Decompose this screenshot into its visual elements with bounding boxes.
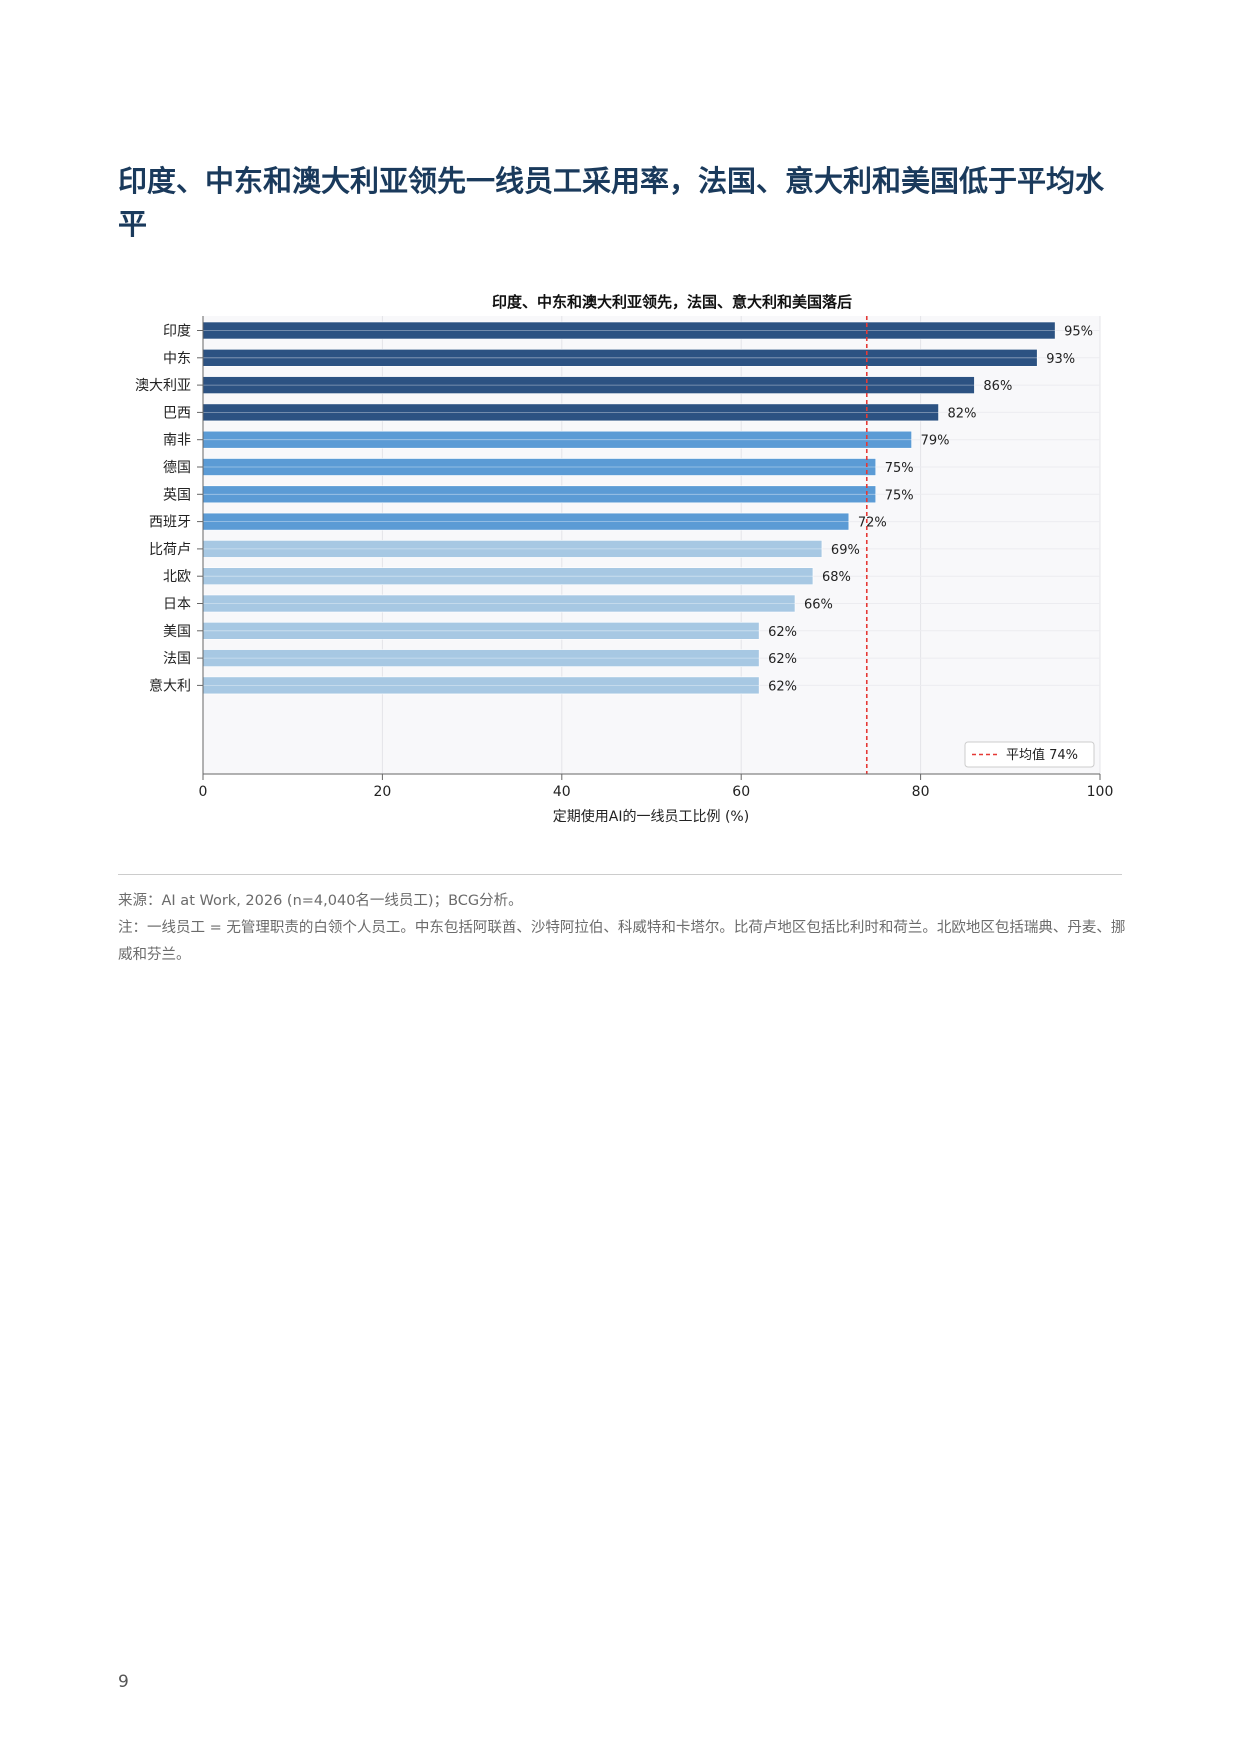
source-note: 来源：AI at Work, 2026 (n=4,040名一线员工)；BCG分析…	[118, 893, 523, 909]
x-tick-label: 20	[373, 784, 391, 800]
value-label: 86%	[983, 379, 1012, 394]
value-label: 62%	[768, 652, 797, 667]
footnote-divider	[118, 874, 1122, 875]
x-tick-label: 0	[199, 784, 208, 800]
x-axis-label: 定期使用AI的一线员工比例 (%)	[553, 808, 749, 825]
value-label: 75%	[885, 488, 914, 503]
category-label: 中东	[163, 351, 191, 367]
value-label: 68%	[822, 570, 851, 585]
value-label: 62%	[768, 625, 797, 640]
value-label: 93%	[1046, 352, 1075, 367]
category-label: 意大利	[149, 677, 191, 694]
footnotes: 来源：AI at Work, 2026 (n=4,040名一线员工)；BCG分析…	[118, 888, 1128, 969]
category-label: 德国	[163, 460, 191, 476]
category-label: 巴西	[163, 405, 191, 421]
category-label: 比荷卢	[149, 542, 191, 558]
value-label: 95%	[1064, 325, 1093, 340]
explanatory-note: 注：一线员工 = 无管理职责的白领个人员工。中东包括阿联酋、沙特阿拉伯、科威特和…	[118, 920, 1126, 963]
category-label: 英国	[163, 486, 191, 503]
legend-average-label: 平均值 74%	[1006, 747, 1078, 763]
x-tick-label: 40	[553, 784, 571, 800]
x-tick-label: 60	[732, 784, 750, 800]
page-heading: 印度、中东和澳大利亚领先一线员工采用率，法国、意大利和美国低于平均水平	[118, 164, 1105, 241]
category-label: 法国	[163, 651, 191, 667]
value-label: 66%	[804, 598, 833, 613]
value-labels: 95% 93% 86% 82% 79% 75% 75% 72% 69% 68% 66% 62% 62% 6…	[768, 325, 1093, 695]
bars	[202, 321, 1056, 695]
x-tick-label: 80	[912, 784, 930, 800]
category-label: 北欧	[163, 569, 191, 585]
value-label: 79%	[921, 434, 950, 449]
category-label: 日本	[163, 597, 191, 613]
category-label: 美国	[163, 624, 191, 640]
page-number: 9	[118, 1672, 129, 1692]
x-tick-label: 100	[1087, 784, 1114, 800]
category-label: 南非	[163, 433, 191, 449]
category-label: 西班牙	[149, 515, 191, 531]
value-label: 69%	[831, 543, 860, 558]
value-label: 75%	[885, 461, 914, 476]
chart-title: 印度、中东和澳大利亚领先，法国、意大利和美国落后	[492, 293, 852, 311]
category-label: 澳大利亚	[135, 378, 191, 394]
category-label: 印度	[163, 324, 191, 340]
value-label: 62%	[768, 679, 797, 694]
chart-svg: 印度、中东和澳大利亚领先，法国、意大利和美国落后 印度中东澳大利亚巴西南非德国英…	[135, 293, 1114, 825]
value-label: 72%	[858, 516, 887, 531]
bar-chart: 印度、中东和澳大利亚领先，法国、意大利和美国落后 印度中东澳大利亚巴西南非德国英…	[110, 283, 1130, 833]
value-label: 82%	[948, 406, 977, 421]
legend: 平均值 74%	[964, 741, 1095, 768]
x-ticks: 0 20 40 60 80 100	[199, 774, 1114, 800]
legend-box	[964, 741, 1095, 768]
